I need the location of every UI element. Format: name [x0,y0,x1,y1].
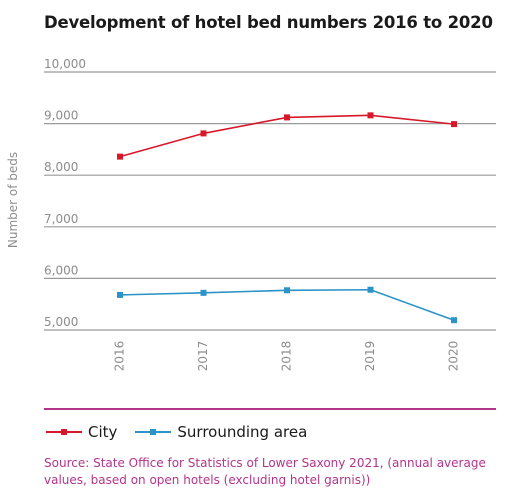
data-point-surrounding-area-2016 [117,291,123,298]
legend-marker-surrounding-area [150,429,157,435]
data-point-city-2018 [284,114,290,121]
legend-marker-city [61,429,67,435]
line-chart: 5,000 6,000 7,000 8,000 9,000 10,000 2016 2017 2… [44,57,496,372]
x-tick-label-2020: 2020 [447,341,461,372]
y-tick-label-1: 6,000 [44,263,78,277]
x-tick-label-2017: 2017 [196,341,210,372]
data-point-surrounding-area-2018 [284,287,290,294]
data-point-city-2016 [117,153,123,160]
legend-swatch-city [46,426,82,438]
chart-title: Development of hotel bed numbers 2016 to… [44,13,493,32]
legend-label-city: City [88,423,118,441]
legend: City Surrounding area [46,420,325,444]
legend-swatch-surrounding-area [135,426,172,438]
x-tick-label-2019: 2019 [363,341,377,372]
y-tick-label-2: 7,000 [44,212,78,226]
series-line-city [119,114,455,158]
legend-divider [44,408,496,410]
x-tick-label-2016: 2016 [113,341,127,372]
data-point-surrounding-area-2017 [200,289,207,296]
y-tick-label-5: 10,000 [44,57,86,71]
y-axis-label: Number of beds [6,151,20,249]
legend-label-surrounding-area: Surrounding area [177,423,308,441]
y-tick-label-4: 9,000 [44,109,78,123]
x-tick-label-2018: 2018 [280,341,294,372]
source-note: Source: State Office for Statistics of L… [44,456,486,487]
data-point-surrounding-area-2020 [451,317,457,324]
y-tick-label-0: 5,000 [44,315,78,329]
y-tick-label-3: 8,000 [44,160,78,174]
legend-item-city: City [46,423,117,441]
series-line-surrounding-area [119,288,455,321]
data-point-city-2019 [367,112,374,119]
legend-item-surrounding-area: Surrounding area [135,423,307,441]
data-point-city-2017 [200,130,207,137]
data-point-surrounding-area-2019 [367,286,374,293]
data-point-city-2020 [451,121,457,128]
